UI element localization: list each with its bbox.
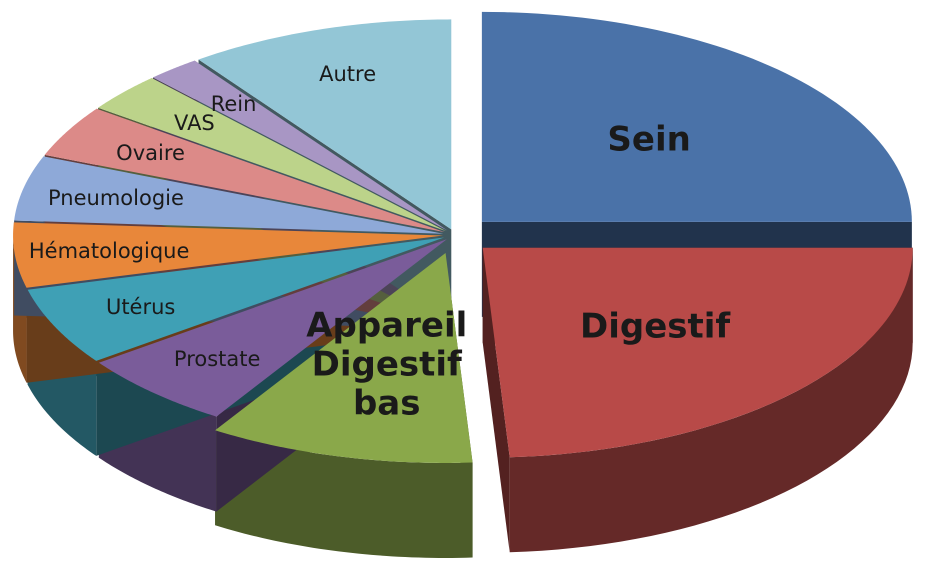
slice — [152, 60, 448, 231]
slice-label: Prostate — [173, 346, 261, 371]
slice — [98, 78, 446, 232]
slice-side — [482, 247, 510, 553]
slice-label: Appareil Digestif bas — [306, 305, 468, 424]
slice — [482, 247, 913, 458]
slice — [44, 108, 445, 233]
slice-label: VAS — [174, 110, 215, 135]
slice — [27, 237, 445, 361]
slice-label: Utérus — [105, 295, 176, 320]
slice-label: Digestif — [579, 306, 731, 347]
slice — [13, 222, 444, 288]
slice — [14, 156, 444, 234]
slice — [98, 239, 447, 417]
slice-label: Pneumologie — [48, 185, 184, 210]
slice-wall — [509, 247, 913, 553]
slice — [215, 252, 473, 463]
slice-label: Rein — [210, 92, 257, 117]
slice-label: Sein — [607, 119, 691, 160]
slice — [481, 11, 912, 222]
slice — [198, 19, 452, 230]
slice-label: Hématologique — [28, 238, 190, 263]
slice-label: Ovaire — [116, 141, 185, 166]
slice-label: Autre — [319, 61, 377, 86]
